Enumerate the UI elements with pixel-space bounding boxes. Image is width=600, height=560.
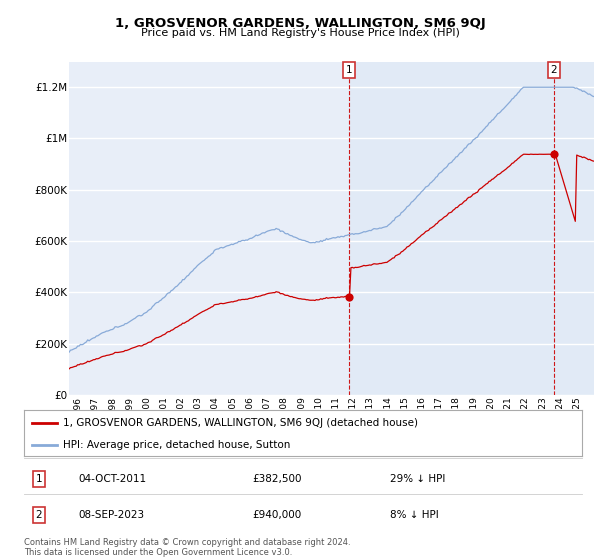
Text: 1: 1 — [35, 474, 43, 484]
Text: 8% ↓ HPI: 8% ↓ HPI — [390, 510, 439, 520]
Bar — [349, 62, 594, 395]
Text: 2: 2 — [35, 510, 43, 520]
Text: Price paid vs. HM Land Registry's House Price Index (HPI): Price paid vs. HM Land Registry's House … — [140, 28, 460, 38]
Text: 1: 1 — [346, 65, 352, 75]
Point — [344, 292, 353, 301]
Text: 2: 2 — [551, 65, 557, 75]
Text: £382,500: £382,500 — [252, 474, 302, 484]
Text: 08-SEP-2023: 08-SEP-2023 — [78, 510, 144, 520]
Text: HPI: Average price, detached house, Sutton: HPI: Average price, detached house, Sutt… — [63, 440, 290, 450]
Text: 29% ↓ HPI: 29% ↓ HPI — [390, 474, 445, 484]
Text: 04-OCT-2011: 04-OCT-2011 — [78, 474, 146, 484]
Point — [549, 150, 559, 158]
Text: 1, GROSVENOR GARDENS, WALLINGTON, SM6 9QJ: 1, GROSVENOR GARDENS, WALLINGTON, SM6 9Q… — [115, 17, 485, 30]
Text: £940,000: £940,000 — [252, 510, 301, 520]
Text: Contains HM Land Registry data © Crown copyright and database right 2024.
This d: Contains HM Land Registry data © Crown c… — [24, 538, 350, 557]
Text: 1, GROSVENOR GARDENS, WALLINGTON, SM6 9QJ (detached house): 1, GROSVENOR GARDENS, WALLINGTON, SM6 9Q… — [63, 418, 418, 428]
